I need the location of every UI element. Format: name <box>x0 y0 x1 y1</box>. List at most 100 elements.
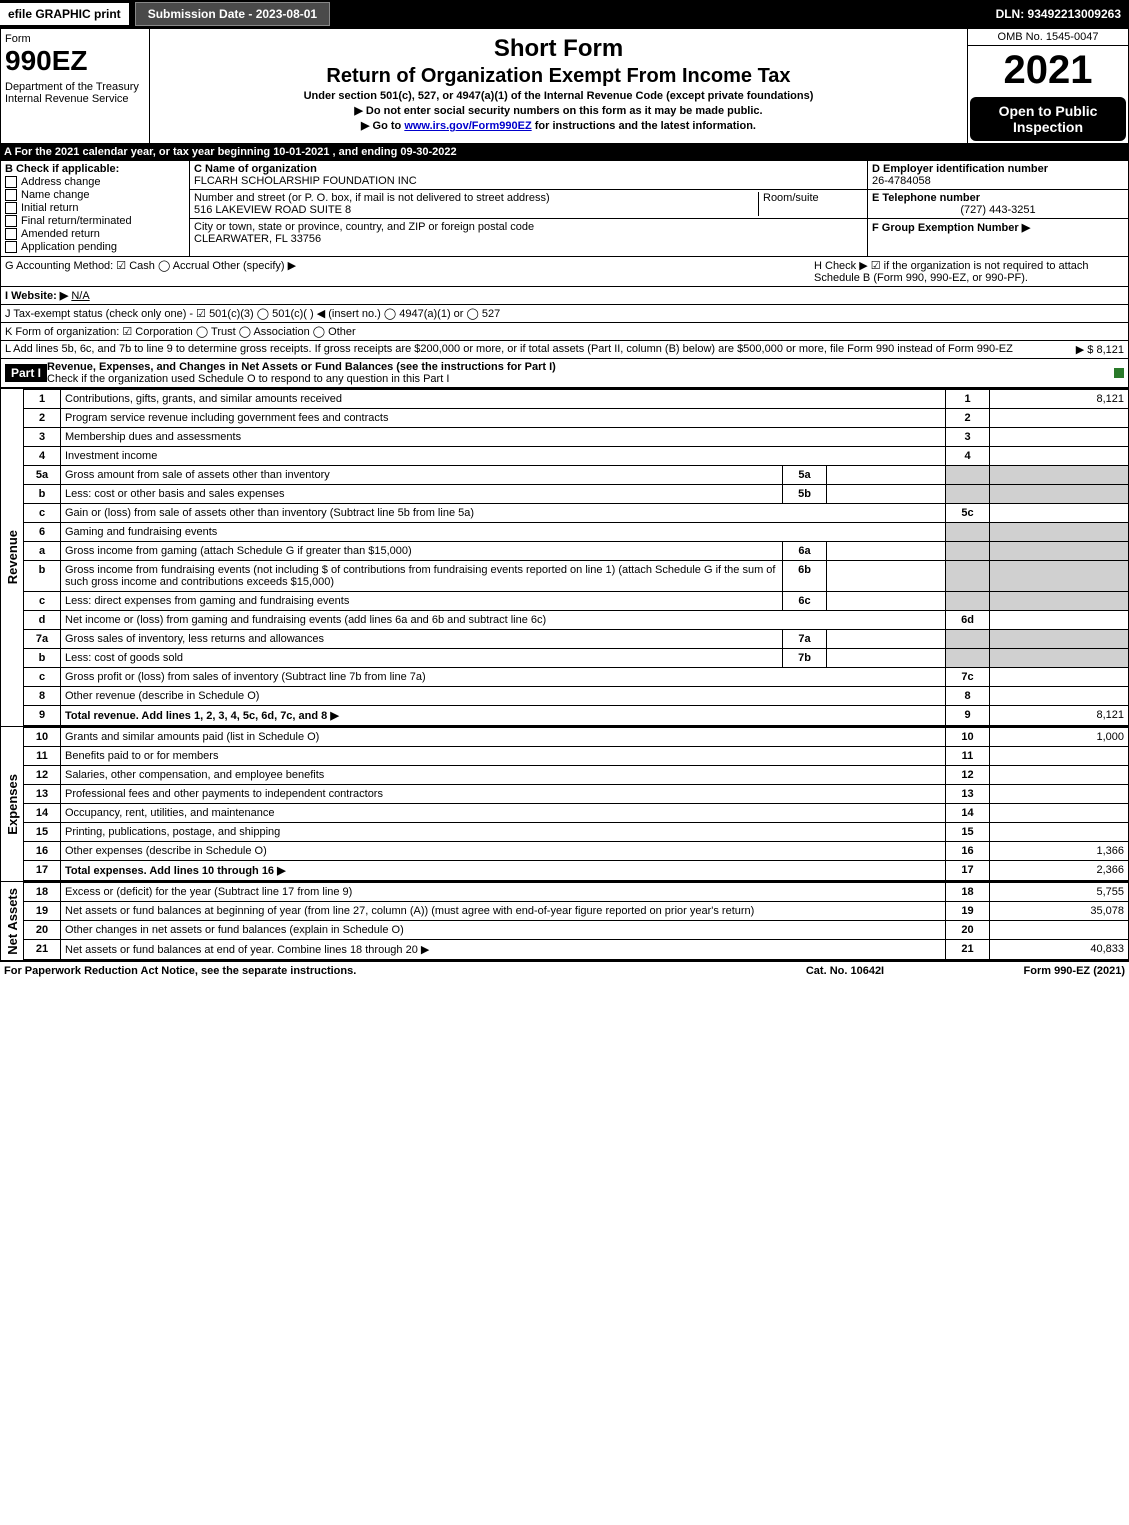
line-desc: Occupancy, rent, utilities, and maintena… <box>61 804 946 823</box>
inner-val <box>827 592 946 611</box>
right-num: 14 <box>946 804 990 823</box>
website: N/A <box>71 290 89 302</box>
right-val <box>990 649 1129 668</box>
table-row: 13Professional fees and other payments t… <box>24 785 1129 804</box>
line-desc: Contributions, gifts, grants, and simila… <box>61 390 946 409</box>
f-label: F Group Exemption Number ▶ <box>872 222 1030 234</box>
schedule-o-check-icon <box>1114 368 1124 378</box>
right-val: 1,366 <box>990 842 1129 861</box>
k-form-org: K Form of organization: ☑ Corporation ◯ … <box>0 323 1129 341</box>
line-number: d <box>24 611 61 630</box>
netassets-section: Net Assets 18Excess or (deficit) for the… <box>0 881 1129 961</box>
netassets-table: 18Excess or (deficit) for the year (Subt… <box>23 882 1129 960</box>
right-val <box>990 785 1129 804</box>
name-address: C Name of organization FLCARH SCHOLARSHI… <box>190 161 867 256</box>
line-number: 8 <box>24 687 61 706</box>
checkbox-icon[interactable] <box>5 241 17 253</box>
inner-num: 7b <box>783 649 827 668</box>
line-desc: Printing, publications, postage, and shi… <box>61 823 946 842</box>
table-row: 4Investment income4 <box>24 447 1129 466</box>
checkbox-icon[interactable] <box>5 215 17 227</box>
right-num: 11 <box>946 747 990 766</box>
line-number: 3 <box>24 428 61 447</box>
table-row: bGross income from fundraising events (n… <box>24 561 1129 592</box>
line-number: 15 <box>24 823 61 842</box>
line-number: 19 <box>24 902 61 921</box>
checkbox-icon[interactable] <box>5 228 17 240</box>
check-option: Name change <box>5 189 185 201</box>
header-left: Form 990EZ Department of the Treasury In… <box>1 29 150 143</box>
line-number: b <box>24 561 61 592</box>
checkbox-icon[interactable] <box>5 189 17 201</box>
section-a: A For the 2021 calendar year, or tax yea… <box>0 144 1129 160</box>
footer-cat: Cat. No. 10642I <box>745 965 945 977</box>
right-val <box>990 687 1129 706</box>
line-number: 5a <box>24 466 61 485</box>
line-desc: Professional fees and other payments to … <box>61 785 946 804</box>
line-desc: Net assets or fund balances at end of ye… <box>61 940 946 960</box>
inner-val <box>827 649 946 668</box>
warning-ssn: ▶ Do not enter social security numbers o… <box>154 104 963 117</box>
right-num <box>946 466 990 485</box>
revenue-side-label: Revenue <box>0 389 23 726</box>
right-val: 5,755 <box>990 883 1129 902</box>
right-val <box>990 428 1129 447</box>
inner-val <box>827 561 946 592</box>
right-num: 18 <box>946 883 990 902</box>
line-number: b <box>24 485 61 504</box>
checkbox-icon[interactable] <box>5 176 17 188</box>
check-applicable: B Check if applicable: Address changeNam… <box>1 161 190 256</box>
form-word: Form <box>5 33 145 45</box>
expense-table: 10Grants and similar amounts paid (list … <box>23 727 1129 881</box>
dln-label: DLN: 93492213009263 <box>996 7 1129 21</box>
tax-year: 2021 <box>968 46 1128 95</box>
line-desc: Other changes in net assets or fund bala… <box>61 921 946 940</box>
right-val <box>990 523 1129 542</box>
right-num: 16 <box>946 842 990 861</box>
line-desc: Benefits paid to or for members <box>61 747 946 766</box>
table-row: 7aGross sales of inventory, less returns… <box>24 630 1129 649</box>
form-header: Form 990EZ Department of the Treasury In… <box>0 28 1129 144</box>
table-row: 14Occupancy, rent, utilities, and mainte… <box>24 804 1129 823</box>
table-row: bLess: cost or other basis and sales exp… <box>24 485 1129 504</box>
line-number: c <box>24 668 61 687</box>
open-inspection: Open to Public Inspection <box>970 97 1126 141</box>
line-desc: Excess or (deficit) for the year (Subtra… <box>61 883 946 902</box>
org-name: FLCARH SCHOLARSHIP FOUNDATION INC <box>194 175 417 187</box>
checkbox-icon[interactable] <box>5 202 17 214</box>
efile-label[interactable]: efile GRAPHIC print <box>0 3 129 25</box>
right-val: 2,366 <box>990 861 1129 881</box>
right-val <box>990 485 1129 504</box>
right-val: 40,833 <box>990 940 1129 960</box>
table-row: 2Program service revenue including gover… <box>24 409 1129 428</box>
part-i-title: Revenue, Expenses, and Changes in Net As… <box>47 361 556 373</box>
table-row: aGross income from gaming (attach Schedu… <box>24 542 1129 561</box>
line-number: 7a <box>24 630 61 649</box>
right-num <box>946 523 990 542</box>
street: 516 LAKEVIEW ROAD SUITE 8 <box>194 204 351 216</box>
org-info-row: B Check if applicable: Address changeNam… <box>0 160 1129 257</box>
table-row: 6Gaming and fundraising events <box>24 523 1129 542</box>
irs-link[interactable]: www.irs.gov/Form990EZ <box>404 120 531 132</box>
c-name-label: C Name of organization <box>194 163 317 175</box>
table-row: 15Printing, publications, postage, and s… <box>24 823 1129 842</box>
inner-val <box>827 466 946 485</box>
line-desc: Total revenue. Add lines 1, 2, 3, 4, 5c,… <box>61 706 946 726</box>
short-form-title: Short Form <box>154 35 963 63</box>
warning-goto: ▶ Go to www.irs.gov/Form990EZ for instru… <box>154 119 963 132</box>
top-bar: efile GRAPHIC print Submission Date - 20… <box>0 0 1129 28</box>
line-desc: Grants and similar amounts paid (list in… <box>61 728 946 747</box>
right-num <box>946 592 990 611</box>
table-row: 21Net assets or fund balances at end of … <box>24 940 1129 960</box>
return-title: Return of Organization Exempt From Incom… <box>154 65 963 88</box>
table-row: 8Other revenue (describe in Schedule O)8 <box>24 687 1129 706</box>
right-val: 35,078 <box>990 902 1129 921</box>
right-num: 7c <box>946 668 990 687</box>
footer-left: For Paperwork Reduction Act Notice, see … <box>4 965 745 977</box>
right-num: 15 <box>946 823 990 842</box>
line-number: c <box>24 504 61 523</box>
table-row: 1Contributions, gifts, grants, and simil… <box>24 390 1129 409</box>
line-desc: Gain or (loss) from sale of assets other… <box>61 504 946 523</box>
line-number: 14 <box>24 804 61 823</box>
line-desc: Less: direct expenses from gaming and fu… <box>61 592 783 611</box>
